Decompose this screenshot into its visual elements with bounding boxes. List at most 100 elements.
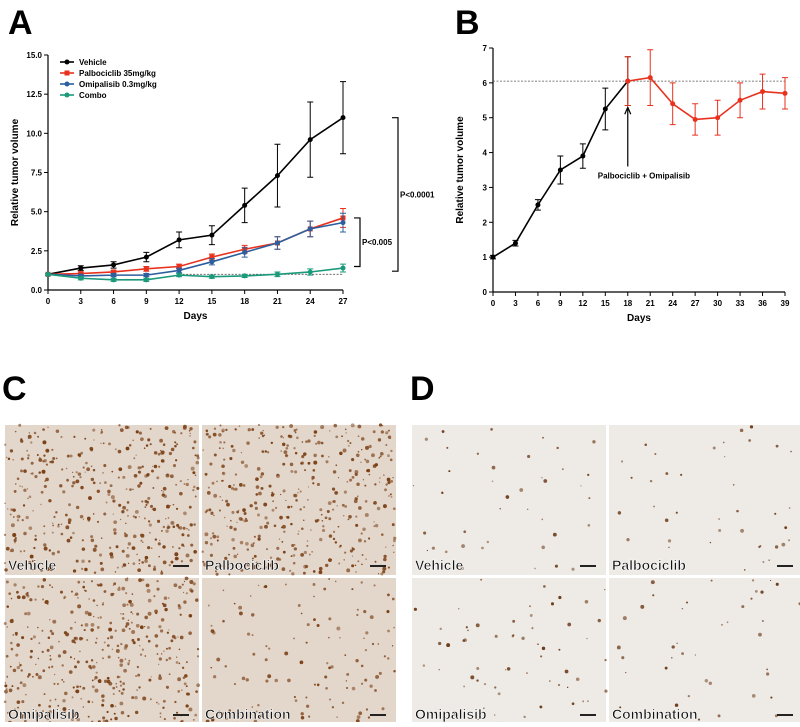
stain (212, 631, 215, 634)
stain (47, 427, 48, 428)
stain (356, 453, 360, 457)
stain (393, 537, 396, 540)
stain (38, 675, 42, 679)
stain (567, 623, 571, 627)
stain (770, 697, 772, 699)
point (242, 273, 247, 278)
stain (195, 690, 198, 693)
stain (323, 588, 326, 591)
stain (63, 650, 67, 654)
stain (147, 473, 150, 476)
point (275, 173, 280, 178)
stain (349, 479, 352, 482)
stain (180, 614, 182, 616)
stain (239, 483, 243, 487)
stain (49, 549, 51, 551)
stain (58, 524, 60, 526)
stain (300, 508, 302, 510)
stain (174, 445, 177, 448)
stain (129, 628, 131, 630)
stain (120, 685, 122, 687)
stain (328, 456, 330, 458)
stain (368, 537, 370, 539)
stain (184, 682, 187, 685)
stain (251, 613, 254, 616)
stain (15, 431, 16, 432)
stain (4, 503, 5, 504)
point (341, 266, 346, 271)
stain (393, 627, 395, 629)
stain (440, 628, 442, 630)
y-tick-label: 1 (483, 253, 488, 262)
stain (128, 563, 129, 564)
stain (69, 670, 73, 674)
stain (247, 632, 250, 635)
stain (604, 659, 606, 661)
stain (286, 516, 289, 519)
stain (294, 547, 297, 550)
stain (543, 479, 547, 483)
stain (293, 447, 295, 449)
stain (231, 511, 234, 514)
stain (382, 567, 386, 571)
stain (109, 547, 111, 549)
stain (349, 469, 352, 472)
stain (79, 686, 81, 688)
stain (790, 451, 792, 453)
stain (362, 554, 364, 556)
stain (85, 462, 88, 465)
stain (92, 665, 96, 669)
stain (261, 472, 264, 475)
stain (588, 497, 590, 499)
point (625, 79, 630, 84)
stain (146, 444, 149, 447)
stain (668, 539, 671, 542)
stain (186, 685, 188, 687)
stain (313, 454, 316, 457)
stain (147, 589, 151, 593)
stain (27, 454, 29, 456)
stain (423, 531, 426, 534)
stain (57, 683, 59, 685)
stain (139, 482, 142, 485)
stain (152, 487, 154, 489)
stain (158, 542, 161, 545)
stain (23, 532, 27, 536)
stain (20, 469, 23, 472)
point (242, 203, 247, 208)
stain (118, 467, 122, 471)
stain (144, 517, 146, 519)
stain (539, 705, 542, 708)
stain (119, 663, 122, 666)
stain (60, 436, 62, 438)
stain (300, 660, 304, 664)
stain (351, 547, 353, 549)
stain (108, 442, 111, 445)
stain (42, 599, 44, 601)
stain (76, 685, 79, 688)
stain (177, 690, 180, 693)
stain (363, 610, 366, 613)
stain (27, 612, 31, 616)
stain (216, 573, 219, 576)
stain (280, 435, 283, 438)
stain (8, 458, 10, 460)
stain (138, 471, 141, 474)
stain (385, 444, 387, 446)
stain (104, 642, 106, 644)
stain (333, 470, 336, 473)
stain (87, 517, 91, 521)
stain (709, 682, 712, 685)
stain (282, 443, 285, 446)
image-bg (412, 578, 606, 722)
stain (541, 518, 543, 520)
stain (480, 579, 482, 581)
stain (219, 447, 221, 449)
stain (346, 680, 348, 682)
stain (750, 425, 753, 428)
stain (357, 560, 359, 562)
stain (181, 689, 183, 691)
stain (361, 665, 364, 668)
stain (113, 582, 116, 585)
stain (82, 586, 85, 589)
